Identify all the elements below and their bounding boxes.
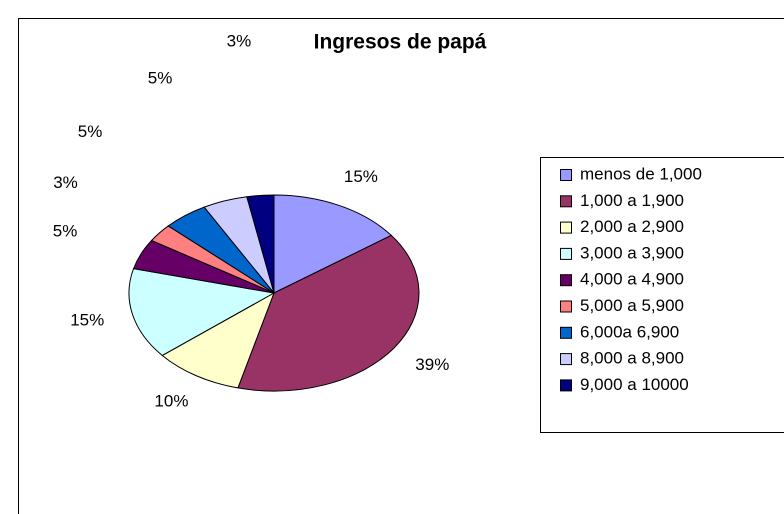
data-label: 3% — [53, 173, 78, 192]
legend-label: 8,000 a 8,900 — [580, 349, 684, 368]
data-label: 5% — [78, 122, 103, 141]
legend-swatch — [560, 195, 572, 208]
pie-slice — [246, 194, 275, 294]
pie-slice — [128, 268, 276, 357]
legend-swatch — [560, 221, 572, 234]
pie-slice — [273, 194, 393, 294]
chart-title: Ingresos de papá — [314, 31, 487, 54]
legend-label: 2,000 a 2,900 — [580, 217, 684, 236]
data-label: 10% — [154, 392, 188, 411]
legend-label: 4,000 a 4,900 — [580, 270, 684, 289]
legend-label: 5,000 a 5,900 — [580, 296, 684, 315]
legend-box — [540, 157, 784, 433]
pie-slice — [161, 291, 275, 389]
data-label: 15% — [344, 167, 378, 186]
data-label: 5% — [148, 69, 173, 88]
legend-label: 9,000 a 10000 — [580, 375, 689, 394]
legend-label: menos de 1,000 — [580, 164, 702, 183]
legend-swatch — [560, 300, 572, 313]
legend-swatch — [560, 379, 572, 392]
legend-swatch — [560, 274, 572, 287]
legend-swatch — [560, 169, 572, 181]
legend-swatch — [560, 353, 572, 366]
legend-swatch — [560, 247, 572, 260]
legend-label: 3,000 a 3,900 — [580, 243, 684, 262]
data-label: 3% — [227, 32, 252, 51]
legend-swatch — [560, 326, 572, 339]
legend-label: 6,000a 6,900 — [580, 322, 679, 341]
data-label: 5% — [53, 221, 78, 240]
pie-slice — [237, 234, 420, 392]
data-label: 39% — [415, 355, 449, 374]
legend-label: 1,000 a 1,900 — [580, 191, 684, 210]
data-label: 15% — [70, 311, 104, 330]
